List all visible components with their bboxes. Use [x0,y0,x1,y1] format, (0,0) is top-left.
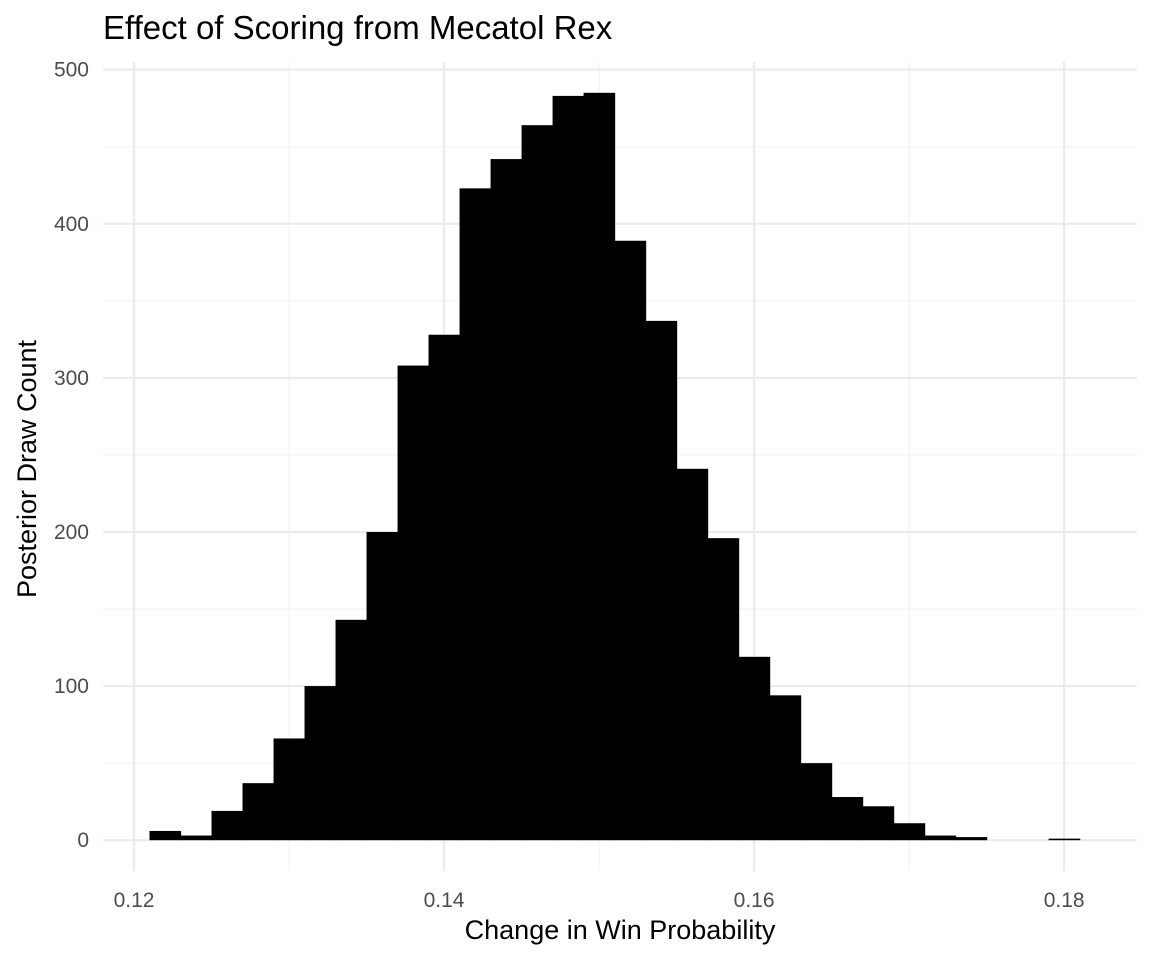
histogram-bar [955,837,988,841]
y-axis-tick-labels: 0 100 200 300 400 500 [54,59,89,852]
histogram-bar [521,125,554,841]
y-axis-title: Posterior Draw Count [12,339,42,598]
histogram-bar [645,320,678,841]
histogram-bar [1048,838,1081,841]
x-axis-tick-labels: 0.12 0.14 0.16 0.18 [114,889,1085,912]
y-tick-label: 200 [54,521,89,544]
histogram-bar [800,763,833,841]
x-tick-label: 0.14 [424,889,465,912]
histogram-bar [211,810,244,841]
histogram-bar [242,783,275,841]
y-tick-label: 300 [54,367,89,390]
histogram-bar [366,531,399,841]
y-tick-label: 100 [54,675,89,698]
histogram-bar [924,835,957,841]
histogram-bar [149,830,182,841]
y-tick-label: 500 [54,59,89,82]
y-tick-label: 400 [54,213,89,236]
histogram-bar [769,695,802,841]
histogram-bar [583,92,616,841]
histogram-bar [273,738,306,841]
histogram-bars [149,92,1081,841]
histogram-bar [552,95,585,841]
histogram-bar [428,334,461,841]
x-tick-label: 0.16 [734,889,775,912]
histogram-bar [490,159,523,841]
x-axis-title: Change in Win Probability [465,915,776,945]
histogram-bar [397,365,430,841]
histogram-bar [862,806,895,841]
x-tick-label: 0.12 [114,889,155,912]
histogram-bar [335,619,368,841]
histogram-bar [707,538,740,841]
x-tick-label: 0.18 [1044,889,1085,912]
histogram-bar [180,835,213,841]
histogram-bar [831,797,864,841]
chart-title: Effect of Scoring from Mecatol Rex [103,9,613,46]
histogram-bar [304,686,337,841]
histogram-bar [676,468,709,841]
histogram-bar [614,240,647,841]
histogram-bar [738,656,771,841]
histogram-bar [893,823,926,841]
y-tick-label: 0 [77,829,89,852]
histogram-bar [459,188,492,841]
